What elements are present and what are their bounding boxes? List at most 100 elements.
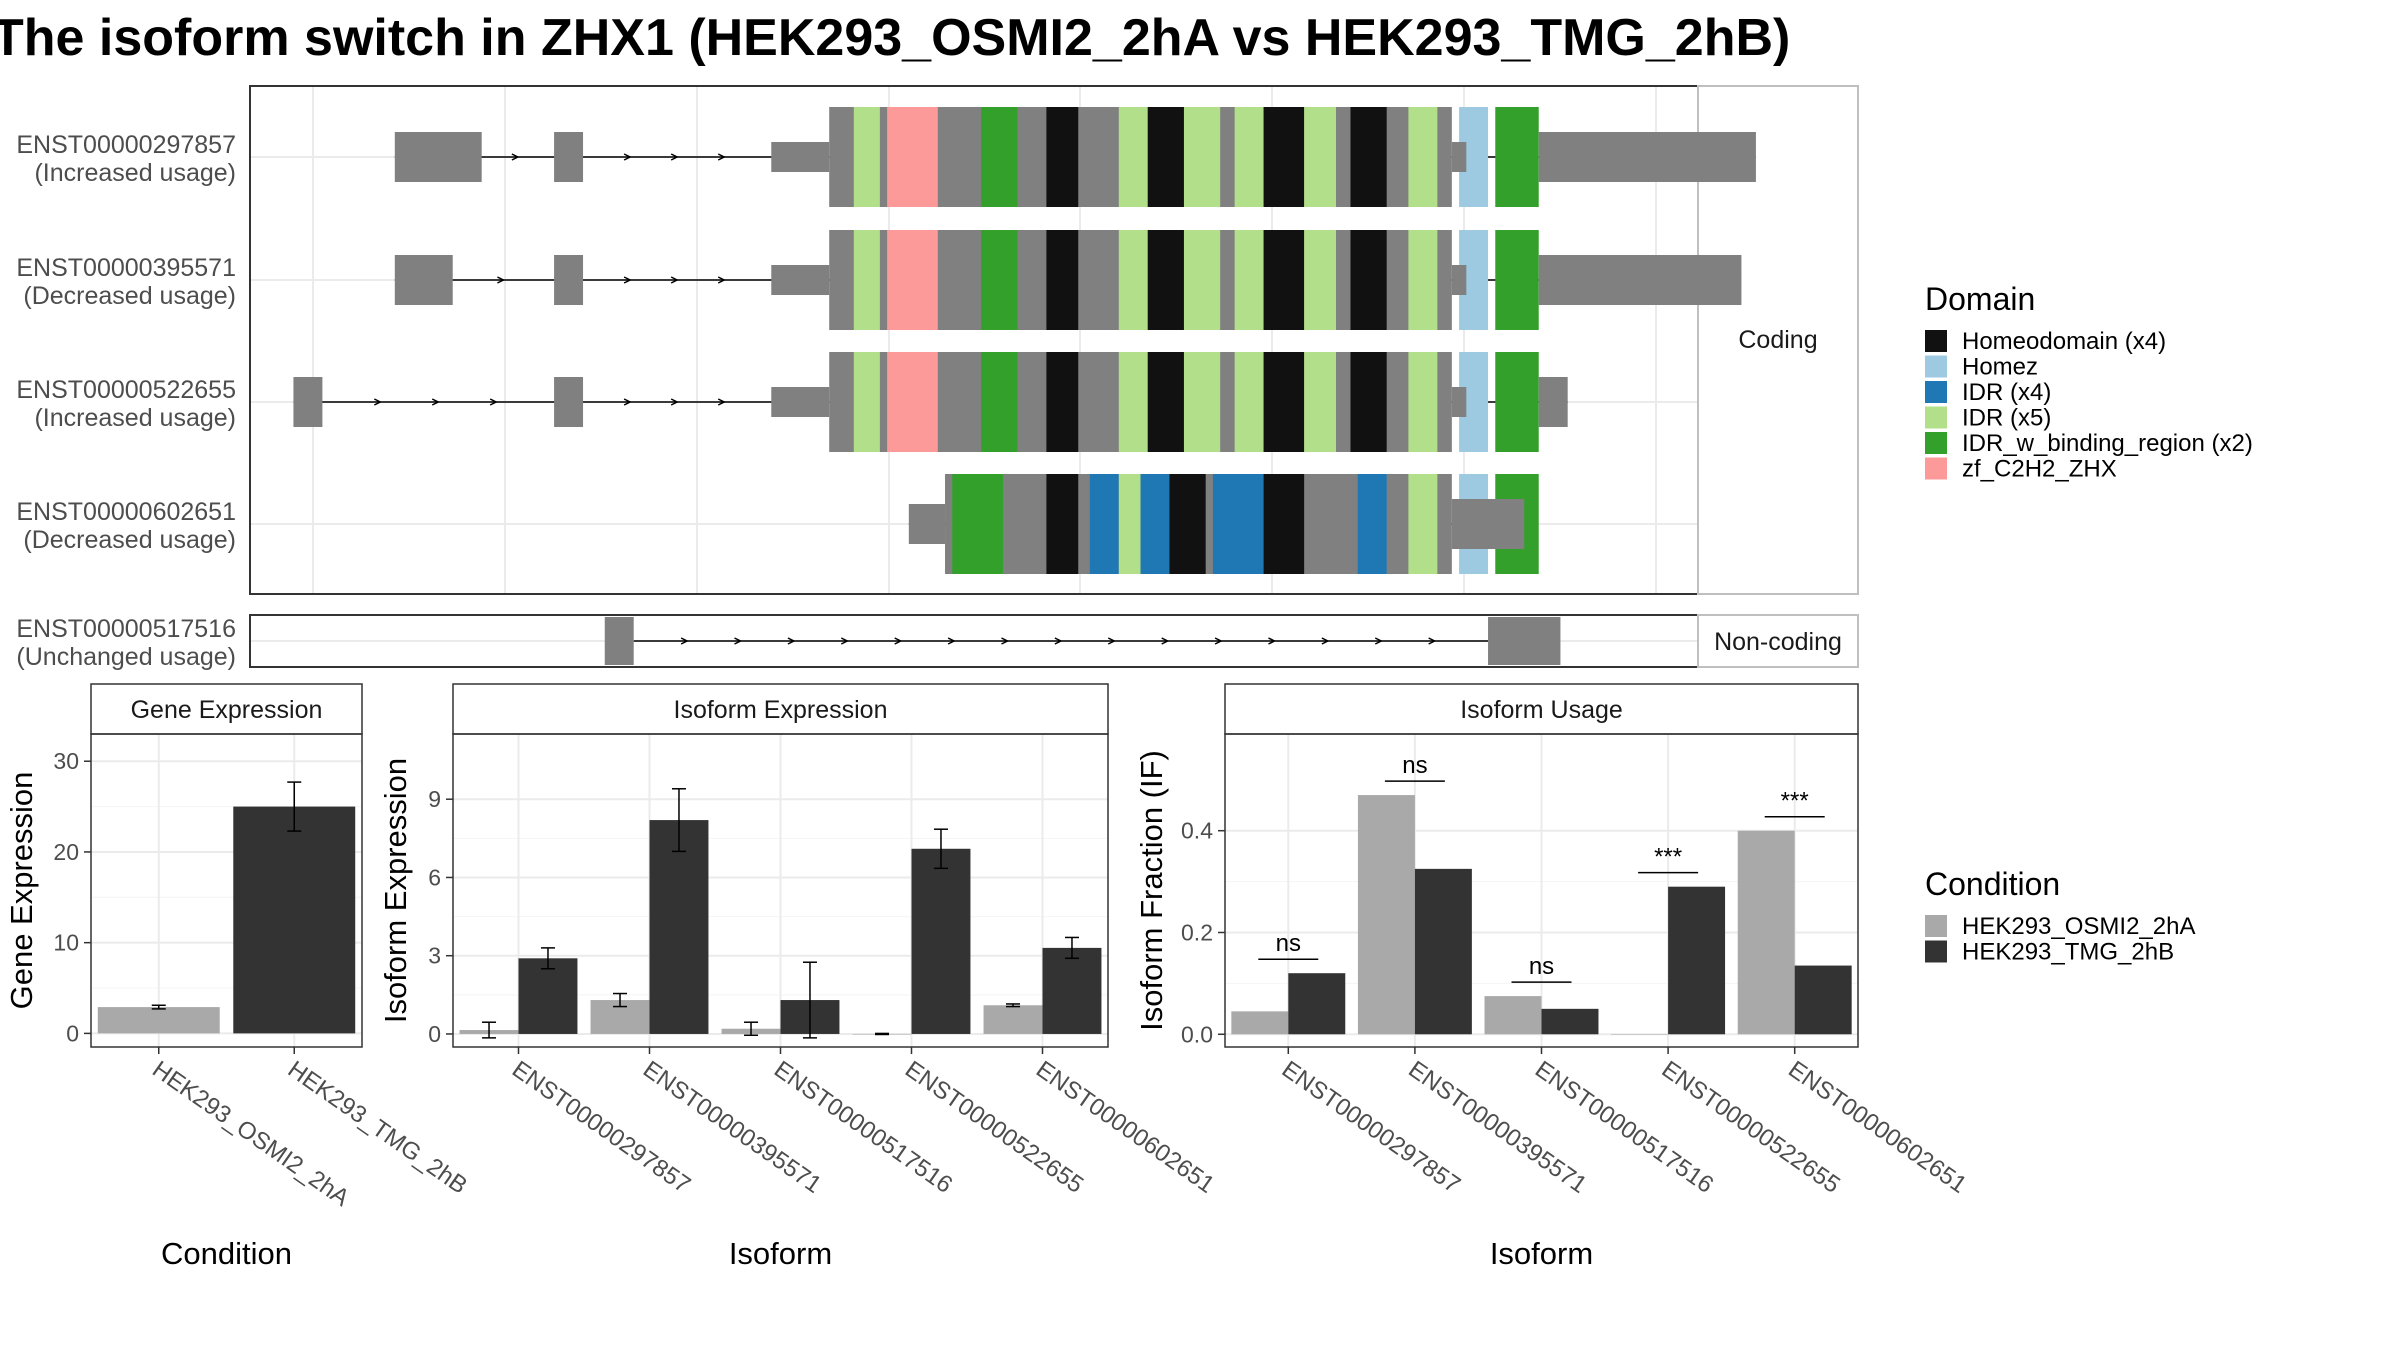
transcript-id: ENST00000297857	[16, 131, 236, 159]
y-tick-label: 9	[428, 786, 441, 812]
chart-isoform-expression: Isoform Expression0369ENST00000297857ENS…	[378, 683, 1219, 1271]
chart-isoform-usage: Isoform Usagensnsns******0.00.20.4ENST00…	[1134, 683, 1971, 1271]
domain-idr-x5-	[853, 230, 880, 330]
domain-idr-x4-	[1357, 474, 1387, 574]
intron-arrow	[1321, 637, 1330, 645]
domain-legend-swatch	[1925, 457, 1947, 480]
intron-arrow	[497, 276, 506, 284]
panel-title: Gene Expression	[131, 696, 323, 724]
exon	[554, 255, 584, 305]
transcript-usage: (Decreased usage)	[23, 526, 236, 554]
transcript-ENST00000602651	[908, 474, 1539, 574]
bar	[1541, 1008, 1599, 1035]
exon	[394, 132, 482, 182]
title-clip: The isoform switch in ZHX1 (HEK293_OSMI2…	[0, 0, 1873, 80]
y-axis-title: Isoform Fraction (IF)	[1134, 750, 1169, 1031]
condition-legend-label: HEK293_OSMI2_2hA	[1962, 913, 2195, 940]
y-axis-title: Gene Expression	[4, 772, 39, 1010]
plot-border	[90, 733, 363, 1048]
domain-idr-x4-	[1089, 474, 1119, 574]
domain-idr-w-binding-region-x2-	[952, 474, 1003, 574]
domain-homeodomain-x4-	[1263, 230, 1305, 330]
intron-arrow	[1161, 637, 1170, 645]
y-tick-label: 0.2	[1181, 919, 1213, 945]
panel-strip	[452, 683, 1109, 735]
exon	[604, 617, 634, 665]
transcript-usage: (Decreased usage)	[23, 282, 236, 310]
intron-arrow	[489, 398, 498, 406]
domain-homeodomain-x4-	[1169, 474, 1206, 574]
transcript-ENST00000297857	[394, 107, 1756, 207]
utr3-exon	[1538, 132, 1756, 182]
intron-arrow	[840, 637, 849, 645]
bar	[1611, 1034, 1669, 1035]
domain-idr-x5-	[1408, 352, 1438, 452]
bar	[1794, 965, 1852, 1035]
exon	[771, 387, 830, 417]
domain-legend-label: IDR (x5)	[1962, 405, 2051, 432]
domain-homeodomain-x4-	[1147, 107, 1184, 207]
condition-legend-swatch	[1925, 915, 1947, 937]
domain-legend-label: Homeodomain (x4)	[1962, 328, 2166, 355]
bar	[1414, 868, 1472, 1035]
domain-idr-x5-	[1408, 474, 1438, 574]
y-tick-label: 6	[428, 864, 441, 890]
noncoding-strip	[1697, 614, 1859, 668]
condition-legend-label: HEK293_TMG_2hB	[1962, 939, 2174, 966]
domain-idr-x5-	[853, 352, 880, 452]
domain-homeodomain-x4-	[1263, 474, 1305, 574]
domain-homeodomain-x4-	[1046, 474, 1079, 574]
exon	[554, 377, 584, 427]
domain-legend-swatch	[1925, 381, 1947, 403]
domain-homeodomain-x4-	[1046, 352, 1079, 452]
intron-arrow	[1107, 637, 1116, 645]
transcript-id: ENST00000522655	[16, 376, 236, 404]
domain-idr-x5-	[1408, 230, 1438, 330]
domain-homeodomain-x4-	[1147, 352, 1184, 452]
domain-legend-swatch	[1925, 330, 1947, 352]
domain-legend-title: Domain	[1925, 281, 2035, 317]
x-axis-title: Condition	[161, 1236, 292, 1271]
bar	[1484, 996, 1542, 1035]
y-tick-label: 0	[428, 1021, 441, 1047]
domain-idr-x5-	[1304, 352, 1336, 452]
exon	[394, 255, 453, 305]
bar	[1357, 795, 1415, 1035]
panel-title: Isoform Usage	[1460, 696, 1623, 724]
intron-arrow	[431, 398, 440, 406]
domain-legend-label: IDR (x4)	[1962, 379, 2051, 406]
significance-label: ns	[1529, 953, 1554, 980]
domain-legend-swatch	[1925, 355, 1947, 378]
domain-idr-x5-	[1304, 230, 1336, 330]
intron-arrow	[717, 153, 726, 161]
transcript-ENST00000517516	[604, 617, 1561, 665]
utr5-exon	[908, 504, 946, 544]
domain-zf-c2h2-zhx	[887, 107, 938, 207]
domain-idr-x5-	[1408, 107, 1438, 207]
domain-homeodomain-x4-	[1350, 107, 1387, 207]
domain-idr-x4-	[1140, 474, 1170, 574]
intron-arrow	[1001, 637, 1010, 645]
intron-arrow	[1054, 637, 1063, 645]
domain-idr-x5-	[1183, 107, 1221, 207]
domain-homeodomain-x4-	[1350, 230, 1387, 330]
utr3-exon	[1538, 255, 1742, 305]
domain-legend-label: IDR_w_binding_region (x2)	[1962, 430, 2253, 457]
intron-arrow	[680, 637, 689, 645]
y-tick-label: 3	[428, 943, 441, 969]
y-tick-label: 30	[53, 748, 79, 774]
bar	[983, 1005, 1043, 1034]
bar	[1288, 973, 1346, 1035]
domain-idr-w-binding-region-x2-	[981, 230, 1018, 330]
intron-arrow	[670, 276, 679, 284]
exon	[1488, 617, 1561, 665]
bar	[1231, 1011, 1289, 1035]
domain-idr-x5-	[1304, 107, 1336, 207]
intron-arrow	[947, 637, 956, 645]
domain-idr-x5-	[1234, 107, 1264, 207]
domain-idr-w-binding-region-x2-	[981, 107, 1018, 207]
intron-arrow	[717, 398, 726, 406]
domain-idr-w-binding-region-x2-	[1495, 230, 1539, 330]
